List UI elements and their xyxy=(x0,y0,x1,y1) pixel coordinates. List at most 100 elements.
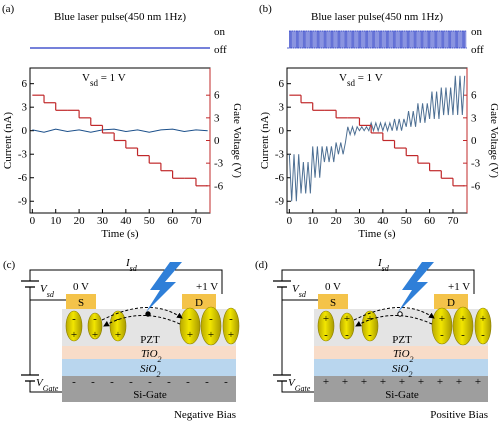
gate-charge: - xyxy=(205,376,209,388)
dipole xyxy=(179,307,201,345)
annotation: Vsd = 1 V xyxy=(82,72,126,88)
dipole-bottom: - xyxy=(345,329,349,341)
y2-tick-label: -6 xyxy=(214,180,224,192)
dipole-bottom: - xyxy=(461,329,465,341)
y2-axis-label: Gate Voltage (V) xyxy=(488,103,499,178)
y-tick-label: -6 xyxy=(18,172,28,184)
dipole-top: + xyxy=(323,313,329,325)
channel-label: PZT xyxy=(392,334,412,346)
tio2-layer xyxy=(62,346,236,359)
laser-on: on xyxy=(471,26,483,38)
x-tick-label: 60 xyxy=(167,215,179,227)
current-label-sub: sd xyxy=(130,264,138,273)
gate-charge: + xyxy=(399,376,405,388)
layer1-label-main: TiO xyxy=(393,348,410,360)
layer1-label: TiO2 xyxy=(393,348,414,364)
laser-off: off xyxy=(471,44,484,56)
y2-tick-label: 3 xyxy=(214,112,220,124)
dipole xyxy=(87,312,103,340)
annotation-sub: sd xyxy=(347,78,356,88)
y-tick-label: -9 xyxy=(18,196,28,208)
gate-charge: + xyxy=(361,376,367,388)
dipole-top: - xyxy=(209,313,213,325)
gate-charge: - xyxy=(224,376,228,388)
layer2-label-sub: 2 xyxy=(157,370,161,379)
source-voltage: Vsd xyxy=(40,283,55,299)
y-tick-label: -9 xyxy=(275,196,285,208)
dipole-bottom: + xyxy=(92,329,98,341)
x-tick-label: 10 xyxy=(50,215,62,227)
x-tick-label: 0 xyxy=(30,215,36,227)
electron xyxy=(397,311,403,317)
dipole xyxy=(317,310,335,342)
y2-tick-label: -3 xyxy=(471,158,481,170)
drain-label: D xyxy=(447,297,455,309)
drain-electrode xyxy=(182,294,216,309)
bias-label: Positive Bias xyxy=(430,409,488,421)
electron xyxy=(145,311,151,317)
right-potential: +1 V xyxy=(448,281,470,293)
tio2-layer xyxy=(314,346,488,359)
plot-frame xyxy=(286,67,468,214)
y-tick-label: 3 xyxy=(279,102,285,114)
dipole-top: + xyxy=(480,313,486,325)
x-axis-label: Time (s) xyxy=(101,228,139,240)
current-line xyxy=(288,75,466,202)
dipole-bottom: + xyxy=(115,329,121,341)
current-label-main: I xyxy=(125,257,131,269)
gate-voltage-main: V xyxy=(288,377,296,389)
gate-charge: - xyxy=(72,376,76,388)
source-label: S xyxy=(330,297,336,309)
wire xyxy=(281,300,314,393)
annotation: Vsd = 1 V xyxy=(339,72,383,88)
x-tick-label: 40 xyxy=(120,215,132,227)
laser-label: Blue laser pulse(450 nm 1Hz) xyxy=(54,11,186,23)
x-tick-label: 50 xyxy=(401,215,413,227)
dipole-top: + xyxy=(344,313,350,325)
laser-on: on xyxy=(214,26,226,38)
bias-label: Negative Bias xyxy=(174,409,236,421)
transport-arrow xyxy=(101,307,183,321)
gate-layer xyxy=(314,376,488,402)
gate-layer xyxy=(62,376,236,402)
dipole-top: - xyxy=(72,313,76,325)
x-tick-label: 70 xyxy=(447,215,459,227)
gate-label: Si-Gate xyxy=(133,389,167,401)
dipole xyxy=(65,310,83,342)
wire xyxy=(29,300,62,393)
x-axis-label: Time (s) xyxy=(358,228,396,240)
source-voltage-main: V xyxy=(292,283,300,295)
dipole-top: + xyxy=(460,313,466,325)
y2-tick-label: 0 xyxy=(214,135,220,147)
gate-charge: - xyxy=(110,376,114,388)
dipole xyxy=(339,312,355,340)
x-tick-label: 30 xyxy=(354,215,366,227)
dipole-top: - xyxy=(229,313,233,325)
source-electrode xyxy=(318,294,348,309)
battery-gap xyxy=(22,375,38,381)
dipole-bottom: + xyxy=(71,329,77,341)
layer2-label-sub: 2 xyxy=(409,370,413,379)
y-tick-label: -3 xyxy=(18,149,28,161)
dipole xyxy=(109,310,127,342)
laser-pulse xyxy=(287,30,467,49)
dipole-bottom: - xyxy=(324,329,328,341)
annotation-main: V xyxy=(339,72,347,84)
y2-tick-label: -6 xyxy=(471,180,481,192)
gate-voltage-sub: Gate xyxy=(295,384,311,393)
gate-charge: + xyxy=(342,376,348,388)
dipole-bottom: + xyxy=(208,329,214,341)
panel-label: (d) xyxy=(255,259,268,271)
transport-arrow xyxy=(355,315,433,327)
dipole-bottom: + xyxy=(187,329,193,341)
y-tick-label: -3 xyxy=(275,149,285,161)
battery-gap xyxy=(22,281,38,287)
gate-charge: + xyxy=(323,376,329,388)
left-potential: 0 V xyxy=(73,281,89,293)
source-electrode xyxy=(66,294,96,309)
panel-label: (c) xyxy=(3,259,16,271)
dipole xyxy=(474,307,492,345)
layer1-label-main: TiO xyxy=(141,348,158,360)
dipole xyxy=(431,307,453,345)
